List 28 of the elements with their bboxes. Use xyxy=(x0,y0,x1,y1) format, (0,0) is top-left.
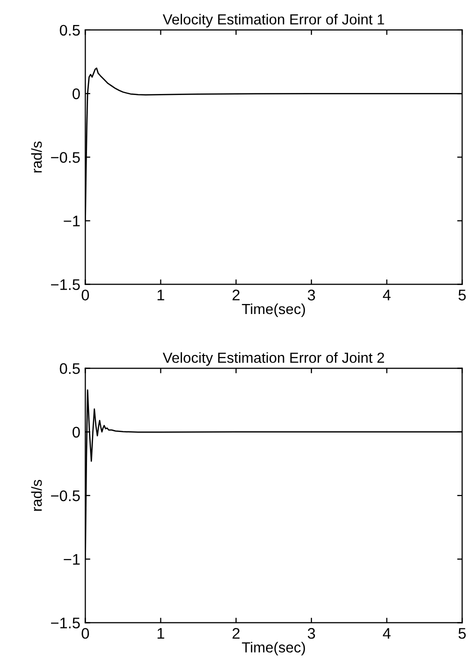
x-tick-label: 3 xyxy=(308,290,315,300)
y-tick-label: −0.5 xyxy=(51,490,80,502)
y-tick-label: −1 xyxy=(64,554,80,565)
x-tick-label: 3 xyxy=(308,628,315,639)
x-tick-label: 2 xyxy=(232,290,240,300)
x-tick-label: 0 xyxy=(82,290,89,300)
x-tick-label: 2 xyxy=(232,628,240,639)
y-tick-label: −1.5 xyxy=(51,618,80,628)
x-tick-label: 5 xyxy=(458,290,466,300)
x-tick-label: 0 xyxy=(82,628,89,639)
y-tick-label: −1.5 xyxy=(51,279,80,290)
x-tick-label: 4 xyxy=(382,290,391,300)
x-tick-label: 5 xyxy=(458,628,466,639)
y-tick-label: 0 xyxy=(72,88,80,100)
chart-title: Velocity Estimation Error of Joint 1 xyxy=(162,14,384,28)
y-axis-title: rad/s xyxy=(31,480,42,511)
y-axis-title: rad/s xyxy=(31,141,42,172)
y-tick-label: 0 xyxy=(72,426,80,438)
y-tick-label: 0.5 xyxy=(60,24,80,36)
x-axis-title: Time(sec) xyxy=(242,303,305,318)
x-tick-label: 4 xyxy=(382,628,391,639)
y-tick-label: 0.5 xyxy=(60,363,80,374)
x-tick-label: 1 xyxy=(158,290,164,300)
x-tick-label: 1 xyxy=(158,628,164,639)
y-tick-label: −1 xyxy=(64,216,80,226)
chart-title: Velocity Estimation Error of Joint 2 xyxy=(162,352,384,366)
y-tick-label: −0.5 xyxy=(51,152,80,163)
x-axis-title: Time(sec) xyxy=(242,642,305,656)
